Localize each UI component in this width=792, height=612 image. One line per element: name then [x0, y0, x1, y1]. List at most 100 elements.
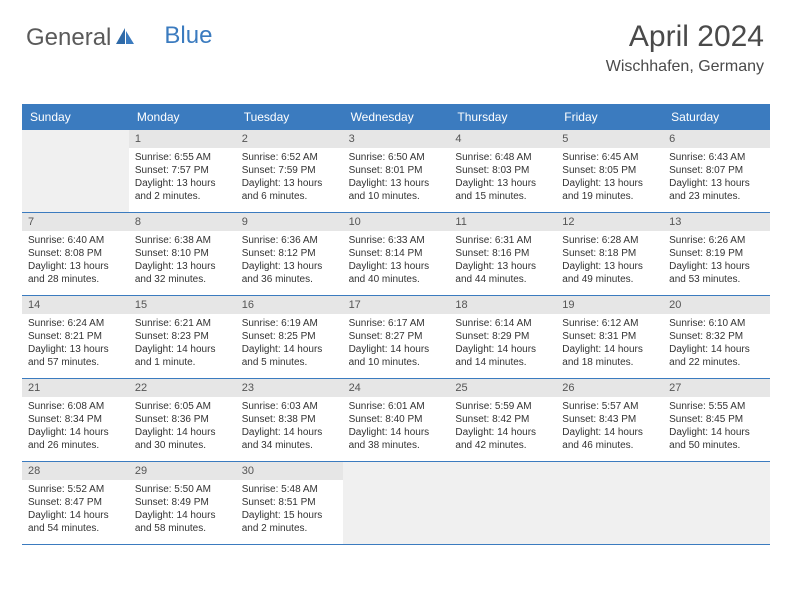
day-sunrise: Sunrise: 6:43 AM: [669, 151, 764, 164]
day-sunset: Sunset: 8:03 PM: [455, 164, 550, 177]
day-sunrise: Sunrise: 6:21 AM: [135, 317, 230, 330]
day-day1: Daylight: 13 hours: [455, 260, 550, 273]
day-5: 5Sunrise: 6:45 AMSunset: 8:05 PMDaylight…: [556, 130, 663, 212]
day-sunset: Sunset: 8:14 PM: [349, 247, 444, 260]
day-sunset: Sunset: 8:51 PM: [242, 496, 337, 509]
day-day1: Daylight: 13 hours: [28, 343, 123, 356]
day-number: 23: [236, 379, 343, 397]
day-number: 22: [129, 379, 236, 397]
day-16: 16Sunrise: 6:19 AMSunset: 8:25 PMDayligh…: [236, 296, 343, 378]
day-day2: and 18 minutes.: [562, 356, 657, 369]
header: April 2024 Wischhafen, Germany: [606, 20, 764, 76]
day-number: 11: [449, 213, 556, 231]
day-sunrise: Sunrise: 5:50 AM: [135, 483, 230, 496]
day-day1: Daylight: 13 hours: [669, 260, 764, 273]
day-29: 29Sunrise: 5:50 AMSunset: 8:49 PMDayligh…: [129, 462, 236, 544]
day-day1: Daylight: 14 hours: [349, 343, 444, 356]
day-empty: [343, 462, 450, 544]
day-13: 13Sunrise: 6:26 AMSunset: 8:19 PMDayligh…: [663, 213, 770, 295]
day-day2: and 1 minute.: [135, 356, 230, 369]
day-day1: Daylight: 14 hours: [669, 426, 764, 439]
day-22: 22Sunrise: 6:05 AMSunset: 8:36 PMDayligh…: [129, 379, 236, 461]
day-24: 24Sunrise: 6:01 AMSunset: 8:40 PMDayligh…: [343, 379, 450, 461]
day-12: 12Sunrise: 6:28 AMSunset: 8:18 PMDayligh…: [556, 213, 663, 295]
day-2: 2Sunrise: 6:52 AMSunset: 7:59 PMDaylight…: [236, 130, 343, 212]
logo: General Blue: [26, 24, 212, 52]
day-day2: and 26 minutes.: [28, 439, 123, 452]
day-number: 16: [236, 296, 343, 314]
day-day1: Daylight: 15 hours: [242, 509, 337, 522]
day-day1: Daylight: 13 hours: [562, 260, 657, 273]
day-day1: Daylight: 14 hours: [349, 426, 444, 439]
day-number: 21: [22, 379, 129, 397]
day-day2: and 28 minutes.: [28, 273, 123, 286]
day-day2: and 50 minutes.: [669, 439, 764, 452]
day-day1: Daylight: 14 hours: [242, 426, 337, 439]
day-10: 10Sunrise: 6:33 AMSunset: 8:14 PMDayligh…: [343, 213, 450, 295]
day-number: 9: [236, 213, 343, 231]
calendar: SundayMondayTuesdayWednesdayThursdayFrid…: [22, 104, 770, 545]
day-day2: and 23 minutes.: [669, 190, 764, 203]
day-sunrise: Sunrise: 6:14 AM: [455, 317, 550, 330]
day-sunrise: Sunrise: 6:12 AM: [562, 317, 657, 330]
day-day2: and 2 minutes.: [242, 522, 337, 535]
day-number: 17: [343, 296, 450, 314]
day-day1: Daylight: 14 hours: [562, 426, 657, 439]
day-18: 18Sunrise: 6:14 AMSunset: 8:29 PMDayligh…: [449, 296, 556, 378]
day-day2: and 32 minutes.: [135, 273, 230, 286]
weekday-thursday: Thursday: [449, 104, 556, 130]
day-day2: and 10 minutes.: [349, 190, 444, 203]
day-day1: Daylight: 14 hours: [455, 426, 550, 439]
day-sunrise: Sunrise: 5:57 AM: [562, 400, 657, 413]
day-8: 8Sunrise: 6:38 AMSunset: 8:10 PMDaylight…: [129, 213, 236, 295]
day-14: 14Sunrise: 6:24 AMSunset: 8:21 PMDayligh…: [22, 296, 129, 378]
day-sunrise: Sunrise: 6:55 AM: [135, 151, 230, 164]
day-sunrise: Sunrise: 6:10 AM: [669, 317, 764, 330]
day-15: 15Sunrise: 6:21 AMSunset: 8:23 PMDayligh…: [129, 296, 236, 378]
day-day2: and 10 minutes.: [349, 356, 444, 369]
day-day1: Daylight: 13 hours: [242, 260, 337, 273]
day-25: 25Sunrise: 5:59 AMSunset: 8:42 PMDayligh…: [449, 379, 556, 461]
location: Wischhafen, Germany: [606, 58, 764, 76]
weekday-friday: Friday: [556, 104, 663, 130]
day-19: 19Sunrise: 6:12 AMSunset: 8:31 PMDayligh…: [556, 296, 663, 378]
day-number: 18: [449, 296, 556, 314]
day-number: 19: [556, 296, 663, 314]
weekday-wednesday: Wednesday: [343, 104, 450, 130]
day-day2: and 5 minutes.: [242, 356, 337, 369]
day-empty: [22, 130, 129, 212]
day-sunset: Sunset: 8:29 PM: [455, 330, 550, 343]
weekday-sunday: Sunday: [22, 104, 129, 130]
day-sunset: Sunset: 8:47 PM: [28, 496, 123, 509]
day-sunrise: Sunrise: 6:36 AM: [242, 234, 337, 247]
day-sunset: Sunset: 8:42 PM: [455, 413, 550, 426]
day-sunset: Sunset: 8:45 PM: [669, 413, 764, 426]
day-empty: [556, 462, 663, 544]
day-23: 23Sunrise: 6:03 AMSunset: 8:38 PMDayligh…: [236, 379, 343, 461]
day-21: 21Sunrise: 6:08 AMSunset: 8:34 PMDayligh…: [22, 379, 129, 461]
day-day2: and 6 minutes.: [242, 190, 337, 203]
day-day1: Daylight: 13 hours: [349, 177, 444, 190]
day-sunrise: Sunrise: 6:08 AM: [28, 400, 123, 413]
day-sunrise: Sunrise: 6:31 AM: [455, 234, 550, 247]
day-sunset: Sunset: 8:38 PM: [242, 413, 337, 426]
day-sunrise: Sunrise: 6:19 AM: [242, 317, 337, 330]
day-number: 29: [129, 462, 236, 480]
day-sunrise: Sunrise: 6:40 AM: [28, 234, 123, 247]
logo-text-blue: Blue: [164, 22, 212, 50]
day-number: 30: [236, 462, 343, 480]
day-day1: Daylight: 14 hours: [135, 509, 230, 522]
week-row: 1Sunrise: 6:55 AMSunset: 7:57 PMDaylight…: [22, 130, 770, 213]
day-11: 11 Sunrise: 6:31 AMSunset: 8:16 PMDayligh…: [449, 213, 556, 295]
day-sunset: Sunset: 8:16 PM: [455, 247, 550, 260]
weekday-header-row: SundayMondayTuesdayWednesdayThursdayFrid…: [22, 104, 770, 130]
day-day1: Daylight: 13 hours: [669, 177, 764, 190]
day-number: 6: [663, 130, 770, 148]
day-sunrise: Sunrise: 5:59 AM: [455, 400, 550, 413]
day-sunset: Sunset: 8:43 PM: [562, 413, 657, 426]
day-sunset: Sunset: 8:27 PM: [349, 330, 444, 343]
day-sunset: Sunset: 8:19 PM: [669, 247, 764, 260]
day-number: 4: [449, 130, 556, 148]
day-sunset: Sunset: 8:23 PM: [135, 330, 230, 343]
day-day1: Daylight: 13 hours: [135, 177, 230, 190]
